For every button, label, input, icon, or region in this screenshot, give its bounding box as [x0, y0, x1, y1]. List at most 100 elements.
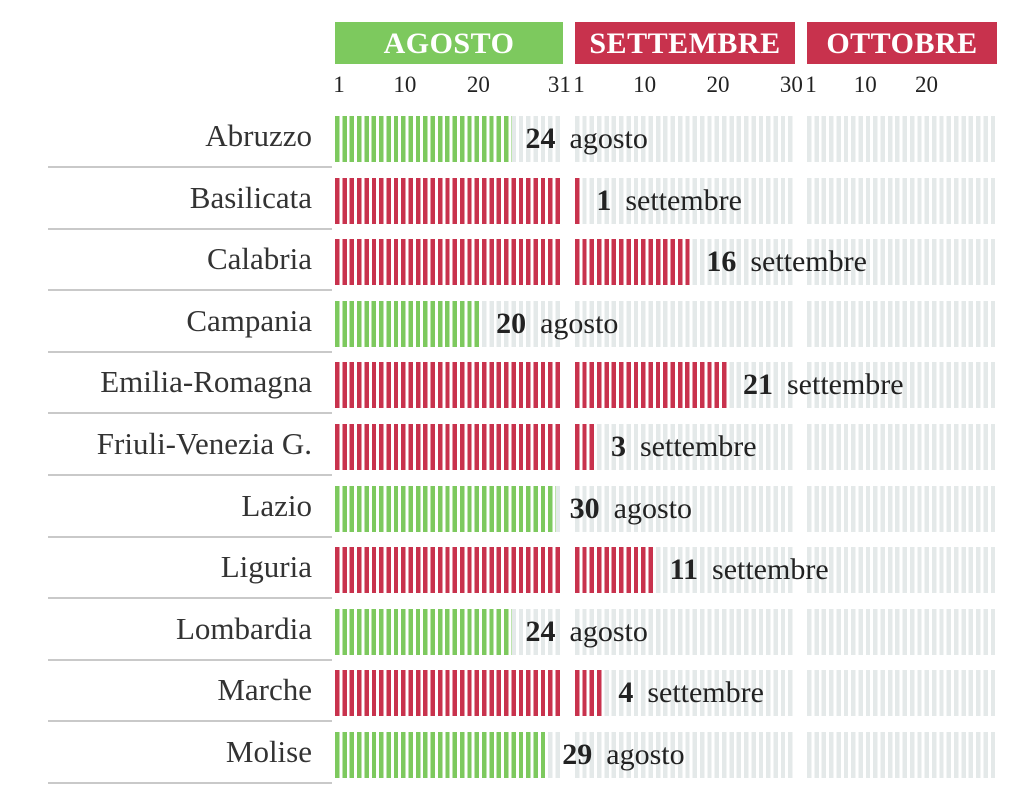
bar-fill [335, 362, 563, 409]
timeline-background [575, 670, 795, 717]
region-row: Liguria 11 settembre [0, 541, 1024, 603]
date-day: 29 [562, 738, 593, 771]
row-separator [48, 658, 332, 661]
bar-fill [335, 239, 563, 286]
tick-label: 31 [547, 72, 571, 97]
timeline-background [807, 547, 997, 594]
date-label: 30 agosto [570, 486, 692, 532]
timeline-background [807, 670, 997, 717]
date-day: 24 [525, 122, 556, 155]
row-separator [48, 782, 332, 784]
bar-fill [575, 670, 605, 717]
tick-label: 20 [706, 72, 730, 97]
timeline-background [575, 485, 795, 532]
region-label: Calabria [206, 241, 312, 277]
region-label: Marche [217, 672, 312, 708]
date-month: settembre [647, 676, 764, 710]
bar-fill [335, 608, 512, 655]
date-label: 3 settembre [611, 424, 757, 470]
date-month: agosto [613, 491, 692, 525]
row-separator [48, 350, 332, 353]
timeline-background [807, 485, 997, 532]
date-day: 20 [496, 306, 527, 340]
bar-fill [335, 732, 549, 778]
timeline-background [575, 424, 795, 470]
region-label: Lazio [241, 487, 312, 523]
region-row: Molise 29 agosto [0, 726, 1024, 788]
region-label: Lombardia [175, 610, 312, 646]
timeline-background [575, 300, 795, 347]
bar-fill [335, 547, 563, 594]
bar-fill [335, 485, 556, 532]
bar-fill [335, 424, 563, 470]
bar-fill [335, 177, 563, 224]
timeline-background [807, 177, 997, 224]
date-day: 24 [525, 614, 556, 648]
timeline-background [575, 608, 795, 655]
tick-label: 1 [573, 72, 585, 97]
tick-label: 1 [333, 72, 345, 97]
date-month: agosto [569, 122, 648, 155]
region-row: Lombardia 24 agosto [0, 603, 1024, 665]
date-day: 11 [669, 553, 699, 587]
bar-fill [575, 239, 693, 286]
date-label: 21 settembre [743, 362, 904, 408]
timeline-background [807, 116, 997, 162]
row-separator [48, 289, 332, 292]
date-label: 16 settembre [706, 239, 867, 285]
month-header-ottobre: OTTOBRE [807, 22, 997, 64]
date-day: 3 [611, 430, 626, 463]
date-month: agosto [540, 306, 619, 340]
date-month: settembre [712, 553, 829, 587]
bar-fill [335, 670, 563, 717]
month-header-settembre: SETTEMBRE [575, 22, 795, 64]
row-separator [48, 535, 332, 538]
date-day: 4 [618, 676, 634, 710]
date-label: 24 agosto [526, 609, 648, 655]
tick-label: 20 [466, 72, 490, 97]
date-label: 4 settembre [618, 670, 764, 716]
timeline-background [575, 177, 795, 224]
date-month: settembre [640, 430, 757, 463]
tick-label: 1 [805, 72, 817, 97]
region-row: Marche 4 settembre [0, 664, 1024, 726]
tick-label: 10 [633, 72, 657, 97]
region-label: Friuli-Venezia G. [96, 426, 312, 461]
tick-label: 10 [393, 72, 417, 97]
bar-fill [575, 177, 583, 224]
bar-fill [575, 547, 656, 594]
date-day: 30 [569, 491, 600, 525]
timeline-background [807, 608, 997, 655]
date-month: settembre [750, 245, 867, 279]
bar-fill [575, 362, 729, 409]
timeline-background [575, 116, 795, 162]
region-row: Calabria 16 settembre [0, 233, 1024, 295]
tick-label: 30 [779, 72, 803, 97]
region-label: Molise [225, 734, 312, 769]
date-label: 1 settembre [596, 178, 742, 224]
date-month: agosto [569, 614, 648, 648]
row-separator [48, 227, 332, 230]
date-day: 16 [706, 245, 737, 279]
tick-label: 20 [915, 72, 939, 97]
region-label: Emilia-Romagna [100, 364, 312, 400]
region-row: Emilia-Romagna 21 settembre [0, 356, 1024, 418]
date-day: 1 [596, 183, 612, 217]
region-row: Abruzzo 24 agosto [0, 110, 1024, 172]
region-row: Basilicata 1 settembre [0, 172, 1024, 234]
tick-label: 10 [853, 72, 877, 97]
region-row: Campania 20 agosto [0, 295, 1024, 357]
date-month: agosto [606, 738, 685, 771]
region-label: Liguria [220, 549, 312, 585]
row-separator [48, 166, 332, 168]
region-label: Abruzzo [205, 118, 312, 153]
timeline-background [807, 239, 997, 286]
timeline-background [807, 732, 997, 778]
month-header-agosto: AGOSTO [335, 22, 563, 64]
region-label: Campania [186, 302, 312, 338]
row-separator [48, 412, 332, 415]
date-month: settembre [625, 183, 742, 217]
bar-fill [335, 116, 512, 162]
date-month: settembre [787, 368, 904, 402]
